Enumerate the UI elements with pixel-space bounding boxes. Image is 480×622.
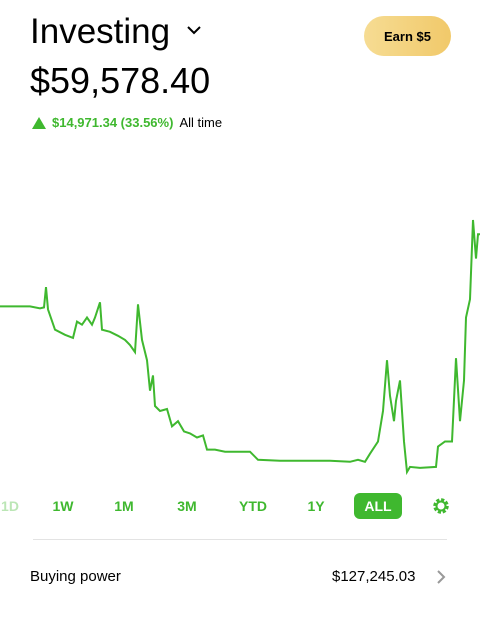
gain: $14,971.34 (33.56%) All time [32,115,222,130]
gain-period: All time [179,115,223,130]
buying-power-label[interactable]: Buying power [30,568,121,585]
gain-amount: $14,971.34 (33.56%) [52,115,174,130]
timeframe-button[interactable]: 1M [114,498,134,514]
timeframe-button[interactable]: 3M [177,498,197,514]
settings-icon[interactable] [431,496,451,516]
timeframe-button[interactable]: YTD [239,498,267,514]
chevron-right[interactable] [436,569,446,585]
timeframe-button[interactable]: ALL [354,493,402,519]
title[interactable]: Investing [30,12,171,51]
divider [33,539,447,540]
price-line [0,219,480,476]
timeframe-button[interactable]: 1W [52,498,74,514]
chevron[interactable] [186,24,202,36]
earn-button[interactable]: Earn $5 [364,16,451,56]
chart [0,219,480,476]
up-triangle [32,116,46,129]
timeframe-button[interactable]: 1Y [307,498,325,514]
buying-power-value: $127,245.03 [332,568,416,585]
portfolio-value: $59,578.40 [30,60,211,101]
timeframe-button[interactable]: 1D [1,498,19,514]
